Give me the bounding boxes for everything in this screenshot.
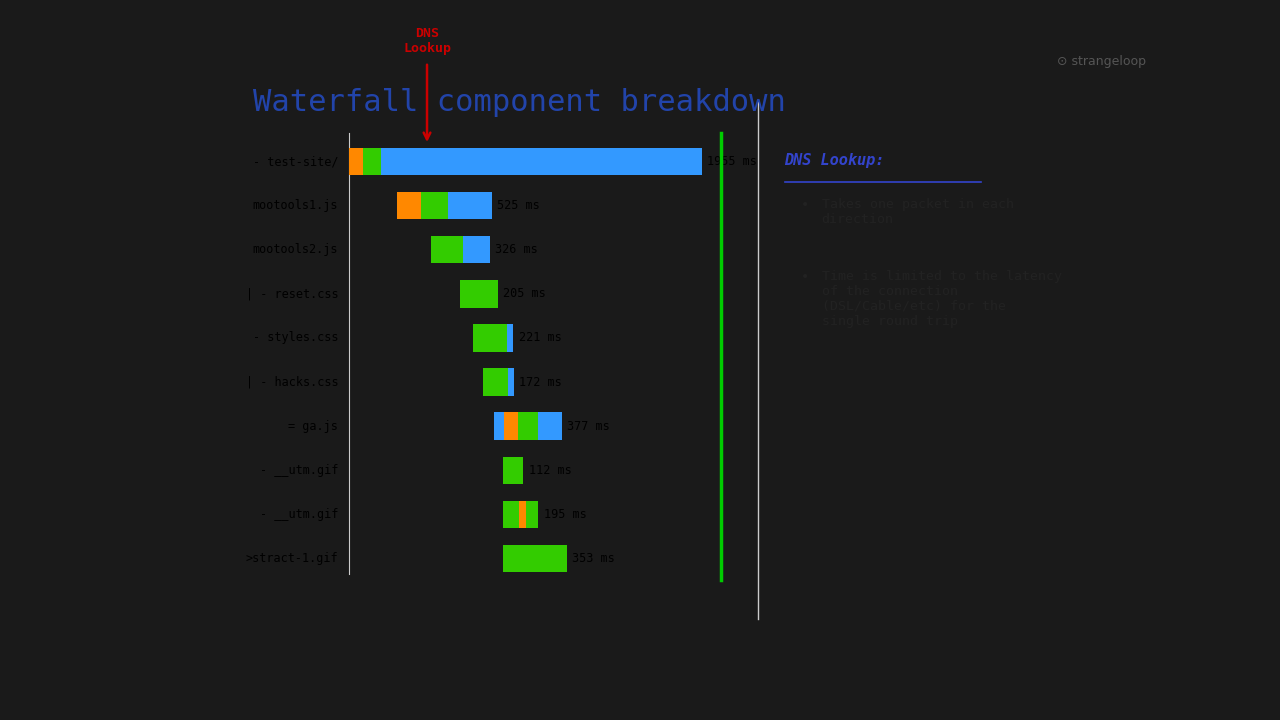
Text: 221 ms: 221 ms [518, 331, 562, 344]
Text: 112 ms: 112 ms [529, 464, 572, 477]
Text: 377 ms: 377 ms [567, 420, 611, 433]
Bar [483, 369, 508, 396]
Text: - __utm.gif: - __utm.gif [260, 508, 338, 521]
Text: 172 ms: 172 ms [520, 376, 562, 389]
Text: = ga.js: = ga.js [288, 420, 338, 433]
Bar [503, 456, 524, 484]
Text: - __utm.gif: - __utm.gif [260, 464, 338, 477]
Bar [520, 500, 526, 528]
Bar [364, 148, 380, 176]
Text: 326 ms: 326 ms [495, 243, 538, 256]
Text: •: • [800, 198, 809, 212]
Text: - test-site/: - test-site/ [253, 156, 338, 168]
Bar [349, 148, 364, 176]
Bar [503, 500, 520, 528]
Text: >stract-1.gif: >stract-1.gif [246, 552, 338, 564]
Text: Waterfall component breakdown: Waterfall component breakdown [253, 88, 786, 117]
Bar [494, 413, 504, 440]
Text: DNS
Lookup: DNS Lookup [403, 27, 451, 55]
Text: DNS Lookup:: DNS Lookup: [785, 153, 884, 168]
Text: ⊙ strangeloop: ⊙ strangeloop [1057, 55, 1146, 68]
Bar [397, 192, 421, 220]
Bar [508, 369, 513, 396]
Text: 195 ms: 195 ms [544, 508, 586, 521]
Bar [504, 413, 518, 440]
Text: 205 ms: 205 ms [503, 287, 545, 300]
Text: | - hacks.css: | - hacks.css [246, 376, 338, 389]
Text: - styles.css: - styles.css [253, 331, 338, 344]
Bar [518, 413, 538, 440]
Text: Takes one packet in each
direction: Takes one packet in each direction [822, 198, 1014, 226]
Text: Time is limited to the latency
of the connection
(DSL/Cable/etc) for the
single : Time is limited to the latency of the co… [822, 270, 1061, 328]
Bar [431, 236, 463, 264]
Text: | - reset.css: | - reset.css [246, 287, 338, 300]
Bar [538, 413, 562, 440]
Text: mootools1.js: mootools1.js [253, 199, 338, 212]
Text: mootools2.js: mootools2.js [253, 243, 338, 256]
Text: •: • [800, 270, 809, 284]
Bar [526, 500, 539, 528]
Bar [461, 280, 498, 307]
Bar [474, 325, 507, 351]
Bar [507, 325, 513, 351]
Bar [463, 236, 490, 264]
Bar [503, 545, 567, 572]
Text: 353 ms: 353 ms [572, 552, 616, 564]
Bar [421, 192, 448, 220]
Bar [448, 192, 492, 220]
Text: 1955 ms: 1955 ms [708, 156, 758, 168]
Bar [380, 148, 703, 176]
Text: 525 ms: 525 ms [498, 199, 540, 212]
